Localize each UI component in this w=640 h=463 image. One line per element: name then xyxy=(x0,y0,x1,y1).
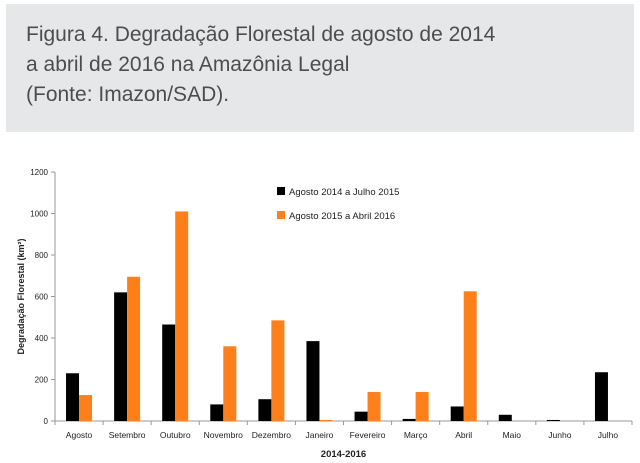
y-tick-label: 800 xyxy=(35,251,49,260)
y-tick-label: 1000 xyxy=(30,210,48,219)
caption-line-3: (Fonte: Imazon/SAD). xyxy=(26,83,230,106)
bar-series1-janeiro xyxy=(306,341,320,421)
bar-series2-janeiro xyxy=(319,419,333,421)
bar-series1-agosto xyxy=(66,373,80,421)
bar-series1-novembro xyxy=(210,404,224,421)
x-tick-label: Novembro xyxy=(204,430,243,440)
x-tick-label: Abril xyxy=(455,430,472,440)
x-tick-label: Setembro xyxy=(109,430,146,440)
legend-swatch-2 xyxy=(277,211,285,219)
y-tick-label: 400 xyxy=(35,334,49,343)
x-axis-title: 2014-2016 xyxy=(321,449,366,460)
caption-line-1: Figura 4. Degradação Florestal de agosto… xyxy=(26,23,496,46)
bar-series1-dezembro xyxy=(258,399,272,421)
x-tick-label: Outubro xyxy=(160,430,191,440)
x-tick-label: Maio xyxy=(503,430,522,440)
bar-series2-março xyxy=(415,391,429,421)
x-tick-label: Julho xyxy=(598,430,619,440)
x-tick-label: Junho xyxy=(548,430,571,440)
bar-series1-maio xyxy=(498,414,512,421)
legend-label-1: Agosto 2014 a Julho 2015 xyxy=(289,187,399,198)
bar-series2-setembro xyxy=(127,276,141,421)
y-tick-label: 0 xyxy=(44,417,49,426)
y-tick-label: 200 xyxy=(35,376,49,385)
figure-caption: Figura 4. Degradação Florestal de agosto… xyxy=(26,20,495,110)
y-axis-title: Degradação Florestal (km²) xyxy=(16,238,26,354)
caption-line-2: a abril de 2016 na Amazônia Legal xyxy=(26,53,350,76)
y-tick-label: 1200 xyxy=(30,168,48,177)
bar-series1-fevereiro xyxy=(354,411,368,421)
bar-series1-outubro xyxy=(162,324,176,421)
x-tick-label: Janeiro xyxy=(306,430,334,440)
caption-box: Figura 4. Degradação Florestal de agosto… xyxy=(6,4,634,132)
bar-series2-fevereiro xyxy=(367,391,381,421)
bar-series2-novembro xyxy=(223,346,237,421)
bar-series2-agosto xyxy=(79,395,93,421)
bar-series2-dezembro xyxy=(271,320,285,421)
x-tick-label: Dezembro xyxy=(252,430,291,440)
legend-swatch-1 xyxy=(277,187,285,195)
bar-series2-outubro xyxy=(175,211,189,421)
bar-series1-abril xyxy=(450,406,464,421)
bar-series2-abril xyxy=(463,291,477,421)
x-tick-label: Fevereiro xyxy=(350,430,386,440)
bar-series1-junho xyxy=(546,419,560,421)
bar-series1-março xyxy=(402,418,416,421)
bar-series1-julho xyxy=(594,372,608,421)
x-tick-label: Agosto xyxy=(66,430,93,440)
x-tick-label: Março xyxy=(404,430,428,440)
legend-label-2: Agosto 2015 a Abril 2016 xyxy=(289,211,395,222)
bar-series1-setembro xyxy=(114,292,128,421)
y-tick-label: 600 xyxy=(35,293,49,302)
